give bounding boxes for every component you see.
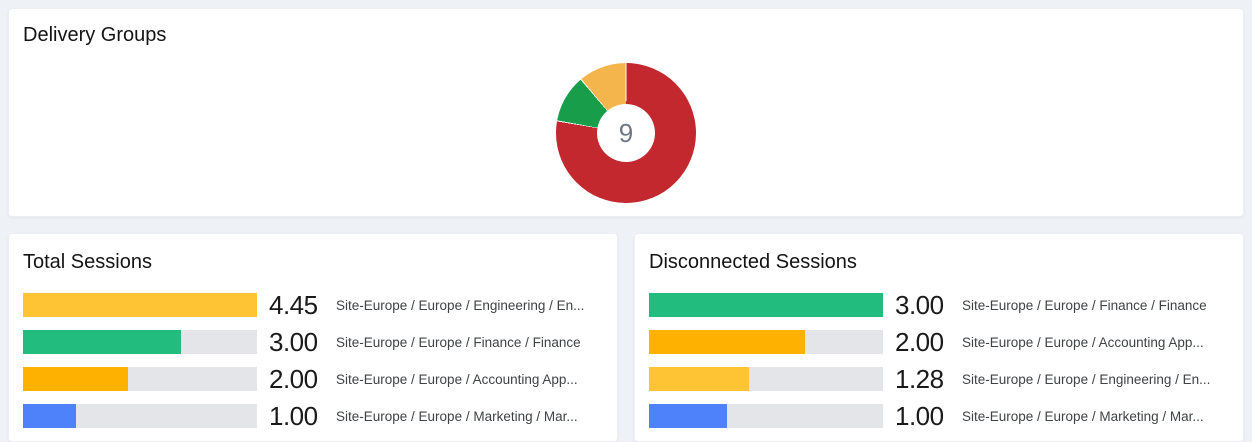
- bar-value: 2.00: [895, 327, 944, 357]
- bar-value: 3.00: [895, 290, 944, 320]
- bar-value: 3.00: [269, 327, 318, 357]
- total-sessions-bar-chart: 4.45 Site-Europe / Europe / Engineering /…: [9, 290, 617, 431]
- bar-row[interactable]: 2.00 Site-Europe / Europe / Accounting Ap…: [23, 364, 601, 394]
- total-sessions-card: Total Sessions 4.45 Site-Europe / Europe …: [8, 233, 618, 442]
- donut-center: 9: [597, 104, 655, 162]
- bar-value: 1.28: [895, 364, 944, 394]
- bar-label: Site-Europe / Europe / Marketing / Mar..…: [336, 408, 578, 424]
- donut-chart-area: 9: [9, 49, 1243, 203]
- bar-row[interactable]: 1.00 Site-Europe / Europe / Marketing / M…: [649, 401, 1227, 431]
- bar-fill: [649, 330, 805, 354]
- bar-track: [649, 293, 883, 317]
- donut-total-count: 9: [618, 118, 634, 148]
- bar-row[interactable]: 2.00 Site-Europe / Europe / Accounting Ap…: [649, 327, 1227, 357]
- bar-fill: [23, 330, 181, 354]
- bar-track: [649, 404, 883, 428]
- bar-row[interactable]: 3.00 Site-Europe / Europe / Finance / Fin…: [23, 327, 601, 357]
- bar-label: Site-Europe / Europe / Marketing / Mar..…: [962, 408, 1204, 424]
- bar-row[interactable]: 3.00 Site-Europe / Europe / Finance / Fin…: [649, 290, 1227, 320]
- bar-track: [649, 330, 883, 354]
- delivery-groups-donut-chart[interactable]: 9: [556, 63, 696, 203]
- bar-row[interactable]: 4.45 Site-Europe / Europe / Engineering /…: [23, 290, 601, 320]
- delivery-groups-title: Delivery Groups: [23, 24, 167, 46]
- bar-fill: [23, 293, 257, 317]
- disconnected-sessions-bar-chart: 3.00 Site-Europe / Europe / Finance / Fin…: [635, 290, 1243, 431]
- delivery-groups-card: Delivery Groups 9: [8, 8, 1244, 217]
- bar-value: 1.00: [269, 401, 318, 431]
- disconnected-sessions-card: Disconnected Sessions 3.00 Site-Europe / …: [634, 233, 1244, 442]
- bar-label: Site-Europe / Europe / Finance / Finance: [336, 334, 581, 350]
- bar-track: [23, 293, 257, 317]
- bar-fill: [23, 367, 129, 391]
- bar-label: Site-Europe / Europe / Accounting App...: [336, 371, 578, 387]
- bar-value: 1.00: [895, 401, 944, 431]
- bar-fill: [649, 404, 727, 428]
- bar-label: Site-Europe / Europe / Accounting App...: [962, 334, 1204, 350]
- disconnected-sessions-title: Disconnected Sessions: [649, 251, 857, 273]
- bar-track: [649, 367, 883, 391]
- bottom-cards-row: Total Sessions 4.45 Site-Europe / Europe …: [8, 233, 1244, 442]
- bar-fill: [23, 404, 76, 428]
- bar-value: 4.45: [269, 290, 318, 320]
- bar-value: 2.00: [269, 364, 318, 394]
- bar-label: Site-Europe / Europe / Engineering / En.…: [962, 371, 1211, 387]
- bar-fill: [649, 367, 749, 391]
- bar-track: [23, 404, 257, 428]
- bar-track: [23, 330, 257, 354]
- bar-row[interactable]: 1.00 Site-Europe / Europe / Marketing / M…: [23, 401, 601, 431]
- bar-row[interactable]: 1.28 Site-Europe / Europe / Engineering /…: [649, 364, 1227, 394]
- total-sessions-title: Total Sessions: [23, 251, 152, 273]
- bar-fill: [649, 293, 883, 317]
- bar-label: Site-Europe / Europe / Engineering / En.…: [336, 297, 585, 313]
- bar-label: Site-Europe / Europe / Finance / Finance: [962, 297, 1207, 313]
- bar-track: [23, 367, 257, 391]
